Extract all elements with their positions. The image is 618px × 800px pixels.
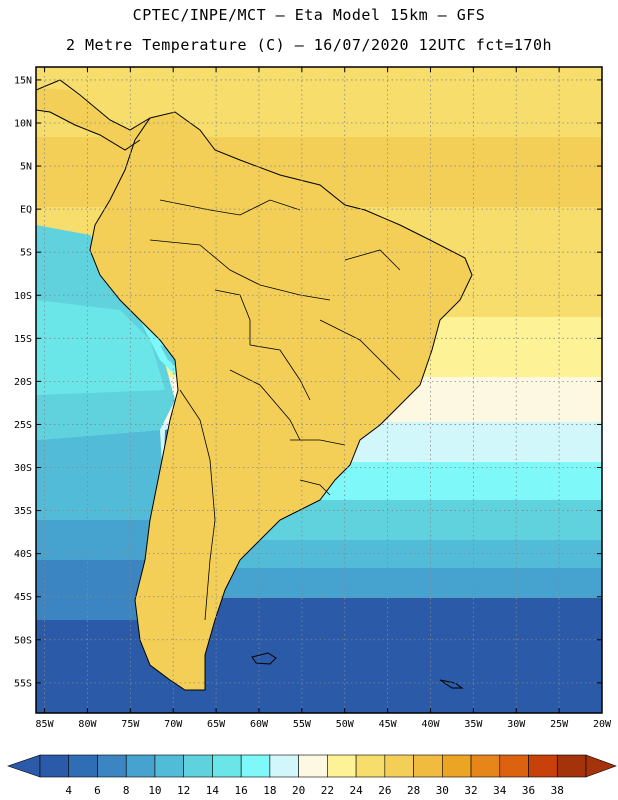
colorbar-label: 4: [65, 784, 72, 797]
colorbar-label: 26: [378, 784, 391, 797]
colorbar-swatch: [327, 754, 357, 778]
map-title-line1: CPTEC/INPE/MCT – Eta Model 15km – GFS: [132, 6, 486, 24]
colorbar-label: 28: [407, 784, 420, 797]
colorbar-label: 16: [235, 784, 248, 797]
lat-label: 15N: [14, 75, 32, 86]
lat-label: 40S: [14, 549, 32, 560]
colorbar-low-arrow: [7, 754, 41, 778]
colorbar-swatch: [298, 754, 328, 778]
lat-label: 55S: [14, 678, 32, 689]
colorbar-swatch: [499, 754, 529, 778]
lat-label: 25S: [14, 420, 32, 431]
colorbar-swatch: [413, 754, 443, 778]
colorbar-swatch: [470, 754, 501, 778]
map-frame: [35, 66, 603, 714]
colorbar-label: 36: [522, 784, 535, 797]
colorbar-label: 10: [148, 784, 161, 797]
colorbar-label: 8: [123, 784, 130, 797]
colorbar-swatch: [183, 754, 213, 778]
colorbar-swatch: [212, 754, 242, 778]
lat-label: 45S: [14, 592, 32, 603]
lon-label: 45W: [379, 719, 398, 730]
country-borders: [149, 199, 401, 621]
colorbar-label: 6: [94, 784, 101, 797]
lat-label: EQ: [20, 205, 32, 216]
colorbar-swatch: [125, 754, 156, 778]
colorbar-swatch: [240, 754, 271, 778]
colorbar-label: 18: [263, 784, 276, 797]
map-title-line2: 2 Metre Temperature (C) – 16/07/2020 12U…: [65, 36, 553, 54]
temperature-colorbar: 4 6 8 10 12 14 16 18 20 22 24 26 28 30 32 34 36 38: [7, 754, 617, 797]
colorbar-high-arrow: [585, 754, 617, 778]
lon-label: 60W: [250, 719, 269, 730]
lat-label: 5S: [20, 248, 32, 259]
lon-label: 35W: [464, 719, 483, 730]
lon-label: 85W: [36, 719, 55, 730]
longitude-labels: 85W 80W 75W 70W 65W 60W 55W 50W 45W 40W 35W 30W 25W 2…: [36, 719, 612, 730]
colorbar-swatch: [68, 754, 98, 778]
lat-label: 5N: [20, 162, 32, 173]
lon-label: 65W: [207, 719, 226, 730]
colorbar-swatch: [269, 754, 299, 778]
colorbar-label: 14: [206, 784, 220, 797]
colorbar-label: 34: [493, 784, 507, 797]
colorbar-label: 22: [321, 784, 334, 797]
lon-label: 25W: [550, 719, 569, 730]
colorbar-swatch: [556, 754, 587, 778]
colorbar-label: 32: [464, 784, 477, 797]
lat-label: 30S: [14, 463, 32, 474]
colorbar-label: 24: [349, 784, 363, 797]
colorbar-label: 38: [551, 784, 564, 797]
colorbar-swatch: [442, 754, 472, 778]
lat-label: 10N: [14, 118, 32, 129]
lat-label: 20S: [14, 377, 32, 388]
colorbar-swatch: [384, 754, 414, 778]
lat-label: 10S: [14, 291, 32, 302]
colorbar-swatch: [355, 754, 386, 778]
lon-label: 80W: [78, 719, 97, 730]
axis-ticks: [36, 67, 603, 713]
colorbar-swatch: [97, 754, 127, 778]
lat-label: 50S: [14, 635, 32, 646]
lon-label: 40W: [421, 719, 440, 730]
colorbar-label: 30: [436, 784, 449, 797]
lon-label: 55W: [293, 719, 312, 730]
colorbar-swatch: [154, 754, 184, 778]
colorbar-label: 20: [292, 784, 305, 797]
lon-label: 70W: [164, 719, 183, 730]
lon-label: 75W: [121, 719, 140, 730]
lon-label: 50W: [336, 719, 355, 730]
lat-label: 35S: [14, 506, 32, 517]
colorbar-swatch: [39, 754, 70, 778]
lon-label: 30W: [507, 719, 526, 730]
lon-label: 20W: [593, 719, 612, 730]
colorbar-swatch: [528, 754, 558, 778]
latitude-labels: 15N 10N 5N EQ 5S 10S 15S 20S 25S 30S 35S 40S 45S 50S 5…: [14, 75, 32, 689]
lat-label: 15S: [14, 334, 32, 345]
colorbar-label: 12: [177, 784, 190, 797]
